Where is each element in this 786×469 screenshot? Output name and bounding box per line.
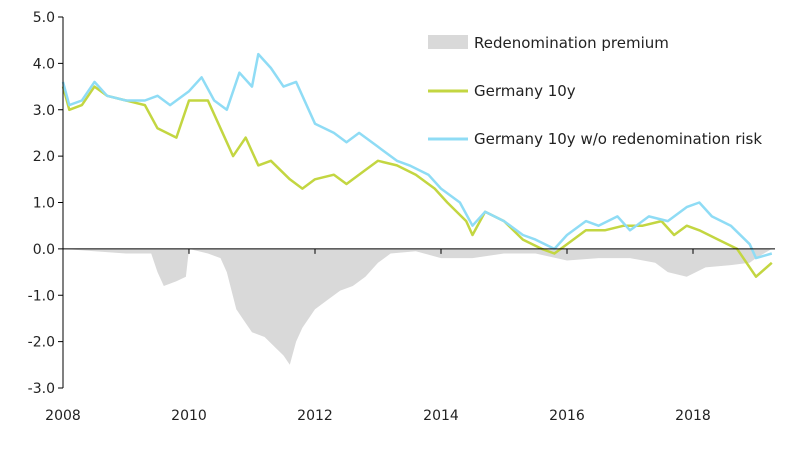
y-tick-label: 0.0	[33, 242, 55, 258]
plot-area	[61, 52, 773, 365]
y-tick-label: 5.0	[33, 10, 55, 26]
x-tick-label: 2012	[297, 408, 333, 424]
legend-label-premium: Redenomination premium	[474, 34, 669, 52]
x-tick-label: 2014	[423, 408, 459, 424]
x-tick-label: 2010	[171, 408, 207, 424]
y-tick-label: 3.0	[33, 103, 55, 119]
legend-label-germany: Germany 10y	[474, 82, 576, 100]
legend-label-germany-wo: Germany 10y w/o redenomination risk	[474, 130, 762, 148]
y-tick-label: -3.0	[28, 381, 55, 397]
x-tick-label: 2016	[549, 408, 585, 424]
series-area-premium	[63, 248, 772, 365]
x-tick-label: 2008	[45, 408, 81, 424]
x-tick-label: 2018	[675, 408, 711, 424]
axes: 5.0 4.0 3.0 2.0 1.0 0.0 -1.0 -2.0 -3.0 2008 2010 20…	[28, 10, 775, 424]
y-tick-label: 2.0	[33, 149, 55, 165]
y-tick-label: 4.0	[33, 56, 55, 72]
y-tick-label: -2.0	[28, 335, 55, 351]
y-tick-label: 1.0	[33, 196, 55, 212]
legend: Redenomination premium Germany 10y Germa…	[428, 34, 762, 148]
y-tick-label: -1.0	[28, 288, 55, 304]
series-line-2	[61, 52, 773, 260]
series-line-1	[61, 85, 773, 278]
legend-swatch-premium	[428, 35, 468, 49]
